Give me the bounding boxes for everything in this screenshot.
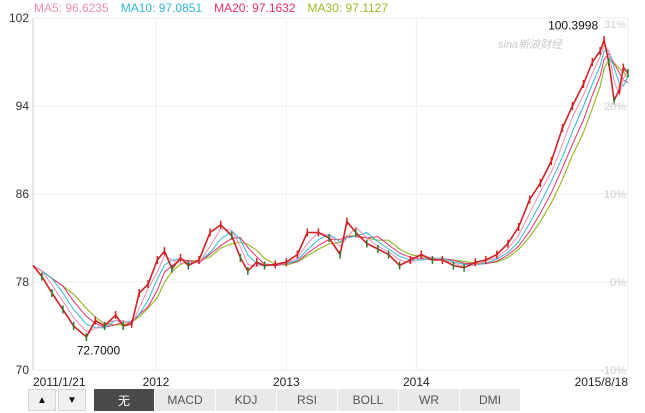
y2-tick-label: -10% — [600, 365, 626, 377]
ma-legend-item: MA20: 97.1632 — [214, 1, 296, 15]
scroll-down-button[interactable]: ▼ — [58, 389, 86, 411]
tab-label: WR — [419, 393, 439, 407]
ma5-line — [32, 44, 629, 333]
sina-watermark: sina新浪财经 — [498, 39, 563, 51]
tab-kdj[interactable]: KDJ — [216, 389, 277, 411]
tab-label: MACD — [167, 393, 203, 407]
y-tick-label: 94 — [16, 99, 30, 113]
y2-tick-label: 0% — [610, 277, 626, 289]
ma20-line — [32, 52, 629, 328]
price-chart: 102 31% 94 20% 86 10% 78 0% 70 -10% 2011/1/21 2012 2… — [9, 11, 629, 389]
up-arrow-icon: ▲ — [37, 394, 47, 406]
x-tick-label: 2011/1/21 — [33, 375, 86, 389]
y-tick-label: 86 — [16, 187, 30, 201]
y-tick-label: 78 — [16, 275, 30, 289]
ma-legend: MA5: 96.6235 MA10: 97.0851 MA20: 97.1632 MA… — [34, 0, 400, 16]
y-tick-label: 70 — [16, 363, 30, 377]
x-tick-label: 2014 — [403, 375, 430, 389]
tab-dmi[interactable]: DMI — [460, 389, 521, 411]
ma-legend-item: MA30: 97.1127 — [307, 1, 389, 15]
x-tick-label: 2012 — [143, 375, 170, 389]
y-tick-label: 102 — [9, 11, 29, 25]
ma30-line — [32, 58, 629, 326]
scroll-up-button[interactable]: ▲ — [28, 389, 56, 411]
ma-legend-item: MA10: 97.0851 — [120, 1, 203, 15]
tab-macd[interactable]: MACD — [155, 389, 216, 411]
ma-legend-item: MA5: 96.6235 — [34, 1, 109, 15]
x-tick-label: 2013 — [273, 375, 300, 389]
tab-boll[interactable]: BOLL — [338, 389, 399, 411]
down-arrow-icon: ▼ — [67, 394, 77, 406]
tab-none[interactable]: 无 — [94, 389, 155, 411]
chart-axes: 102 31% 94 20% 86 10% 78 0% 70 -10% 2011/1/21 2012 2… — [9, 11, 628, 389]
tab-rsi[interactable]: RSI — [277, 389, 338, 411]
tab-label: RSI — [296, 393, 317, 407]
price-annotation: 100.3998 — [548, 19, 598, 33]
ma10-line — [32, 50, 629, 329]
tab-label: 无 — [117, 393, 130, 408]
price-line — [32, 37, 629, 339]
y2-tick-label: 31% — [604, 19, 626, 31]
tab-label: BOLL — [352, 393, 384, 407]
chart-series — [32, 36, 629, 341]
tab-wr[interactable]: WR — [399, 389, 460, 411]
chart-annotations: 100.3998 72.7000 — [77, 19, 599, 358]
x-tick-label: 2015/8/18 — [575, 375, 629, 389]
tab-label: DMI — [479, 393, 501, 407]
y2-tick-label: 10% — [604, 189, 626, 201]
indicator-tabbar: ▲ ▼ 无 MACD KDJ RSI BOLL WR DMI — [28, 389, 521, 411]
y2-tick-label: 20% — [604, 101, 626, 113]
price-annotation: 72.7000 — [77, 343, 121, 357]
tab-label: KDJ — [234, 393, 258, 407]
